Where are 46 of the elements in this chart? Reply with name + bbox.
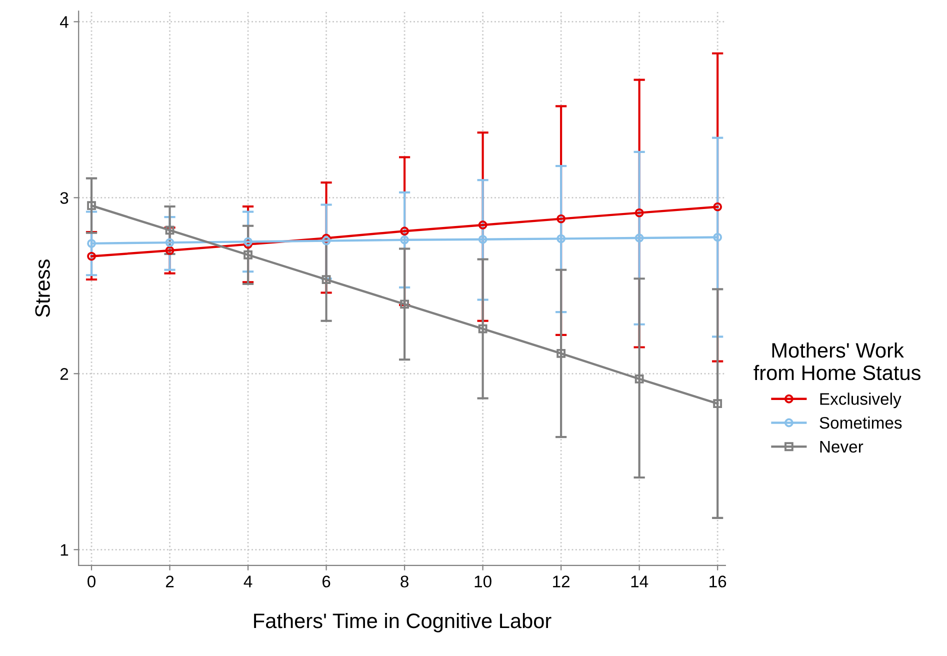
x-tick-label: 8 <box>400 576 408 588</box>
x-tick-label: 16 <box>710 576 726 588</box>
point <box>713 399 722 408</box>
x-tick-label: 10 <box>474 576 492 588</box>
point <box>478 220 488 230</box>
x-tick-label: 6 <box>322 576 330 588</box>
point <box>400 300 409 309</box>
point <box>322 236 331 246</box>
y-tick-label: 3 <box>60 192 68 204</box>
x-tick-label: 4 <box>244 576 252 588</box>
point <box>87 238 96 248</box>
y-axis-title: Stress <box>35 260 50 317</box>
y-tick-label: 1 <box>60 544 68 556</box>
point <box>244 237 252 246</box>
point <box>556 214 566 224</box>
point <box>634 234 644 242</box>
point <box>478 234 488 244</box>
legend-label: Sometimes <box>820 416 902 429</box>
point <box>165 246 174 255</box>
point <box>634 208 644 218</box>
y-tick-label: 2 <box>60 368 68 380</box>
point <box>165 226 174 235</box>
point <box>634 374 644 384</box>
point <box>244 240 252 249</box>
x-tick-label: 2 <box>166 576 174 588</box>
x-axis-title: Fathers' Time in Cognitive Labor <box>254 612 552 632</box>
point <box>556 348 566 358</box>
legend-title: Mothers' Work from Home Status <box>754 342 920 380</box>
legend-label: Exclusively <box>820 392 902 408</box>
point <box>322 275 331 284</box>
point <box>165 238 174 248</box>
point <box>478 324 488 334</box>
legend-label: Never <box>820 440 864 453</box>
x-tick-label: 14 <box>631 576 648 588</box>
point <box>713 232 722 242</box>
point <box>87 201 96 210</box>
point <box>713 202 722 212</box>
x-tick-label: 12 <box>553 576 570 588</box>
y-tick-label: 4 <box>60 16 68 28</box>
x-tick-label: 0 <box>88 576 96 588</box>
point <box>244 250 252 260</box>
point <box>322 234 331 243</box>
point <box>87 252 96 261</box>
point <box>400 226 409 236</box>
point <box>556 234 566 244</box>
point <box>400 235 409 244</box>
